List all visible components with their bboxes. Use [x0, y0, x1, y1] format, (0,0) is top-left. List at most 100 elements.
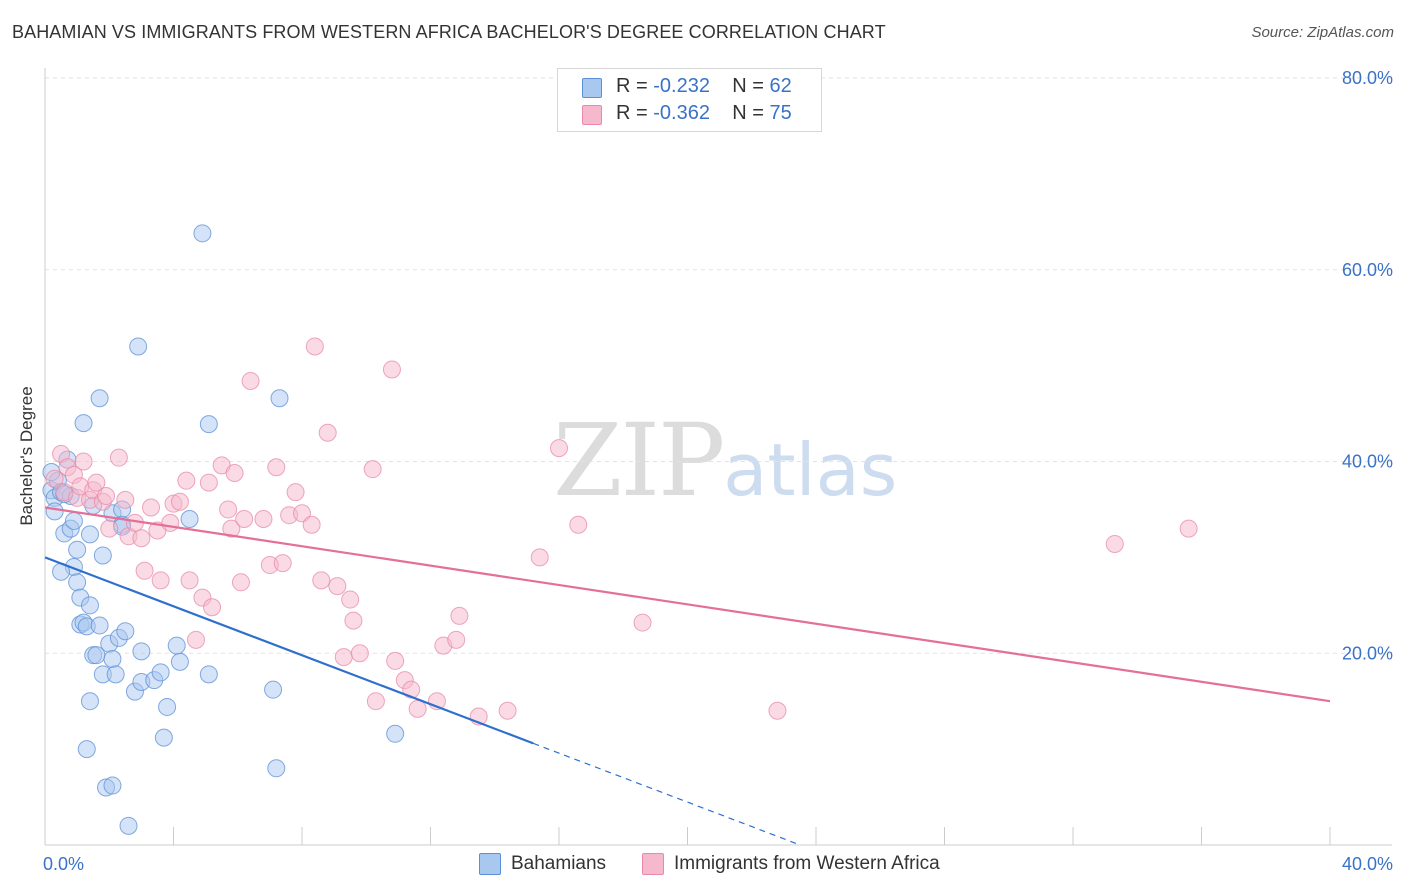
point-western-africa: [633, 613, 652, 632]
point-western-africa: [254, 510, 273, 529]
point-bahamian: [116, 622, 135, 641]
legend-n-value: 62: [769, 75, 792, 97]
point-western-africa: [241, 371, 260, 390]
chart-title: BAHAMIAN VS IMMIGRANTS FROM WESTERN AFRI…: [12, 22, 886, 42]
point-western-africa: [161, 513, 180, 532]
point-bahamian: [80, 692, 99, 711]
point-western-africa: [386, 651, 405, 670]
y-tick-label: 80.0%: [1342, 68, 1393, 88]
watermark-zip: ZIP: [553, 402, 725, 519]
x-tick-label: 0.0%: [43, 854, 84, 874]
point-western-africa: [87, 473, 106, 492]
legend-swatch-western-africa: [642, 853, 664, 875]
point-bahamian: [270, 389, 289, 408]
point-bahamian: [106, 665, 125, 684]
y-axis-label: Bachelor's Degree: [17, 386, 36, 526]
point-western-africa: [151, 571, 170, 590]
legend-swatch-bahamians: [582, 78, 602, 98]
point-western-africa: [293, 504, 311, 523]
tick-labels: 80.0% 60.0% 40.0% 20.0% 0.0% 40.0%: [43, 68, 1393, 874]
legend-r-value: -0.362: [653, 102, 710, 124]
legend-text: R = -0.232 N = 62: [616, 75, 792, 97]
legend-swatch-bahamians: [479, 853, 501, 875]
point-bahamian: [90, 389, 109, 408]
point-bahamian: [74, 414, 93, 433]
point-western-africa: [135, 561, 154, 580]
point-western-africa: [180, 571, 199, 590]
y-tick-label: 20.0%: [1342, 643, 1393, 663]
point-western-africa: [498, 701, 517, 720]
point-bahamian: [103, 776, 122, 795]
point-bahamian: [90, 616, 109, 635]
point-western-africa: [341, 590, 360, 609]
point-bahamian: [129, 337, 148, 356]
point-western-africa: [350, 644, 369, 663]
point-western-africa: [450, 606, 469, 625]
legend-text: R = -0.362 N = 75: [616, 102, 792, 124]
point-bahamian: [151, 663, 170, 682]
point-western-africa: [402, 680, 421, 699]
legend-label: Bahamians: [511, 853, 607, 874]
zipatlas-watermark: ZIPatlas: [553, 402, 897, 519]
point-western-africa: [318, 423, 337, 442]
point-western-africa: [312, 571, 331, 590]
point-bahamian: [199, 415, 218, 434]
correlation-legend: R = -0.232 N = 62 R = -0.362 N = 75: [557, 68, 822, 132]
trend-line-western-africa: [44, 506, 1331, 703]
grid-lines: [45, 77, 1392, 654]
point-western-africa: [235, 510, 254, 529]
y-tick-label: 40.0%: [1342, 452, 1393, 472]
trend-lines: [44, 506, 1331, 846]
point-bahamian: [132, 642, 151, 661]
point-western-africa: [363, 460, 382, 479]
point-western-africa: [1105, 534, 1124, 553]
point-western-africa: [366, 692, 385, 711]
point-bahamian: [68, 540, 87, 559]
point-bahamian: [80, 596, 99, 615]
point-bahamian: [154, 728, 173, 747]
point-western-africa: [768, 701, 787, 720]
point-western-africa: [382, 360, 401, 379]
point-bahamian: [170, 652, 189, 671]
point-bahamian: [68, 573, 87, 592]
legend-swatch-western-africa: [582, 105, 602, 125]
point-western-africa: [1179, 519, 1198, 538]
point-western-africa: [334, 648, 353, 667]
point-western-africa: [219, 500, 238, 519]
point-western-africa: [97, 487, 116, 506]
legend-label: Immigrants from Western Africa: [674, 853, 940, 874]
point-bahamian: [267, 759, 286, 778]
point-western-africa: [530, 548, 549, 567]
point-western-africa: [305, 337, 324, 356]
point-western-africa: [45, 469, 64, 488]
point-bahamian: [119, 816, 138, 835]
point-western-africa: [100, 519, 119, 538]
point-western-africa: [116, 490, 135, 509]
point-bahamian: [64, 511, 83, 530]
point-bahamian: [167, 636, 186, 655]
point-western-africa: [199, 473, 218, 492]
point-western-africa: [109, 448, 128, 467]
point-western-africa: [132, 529, 151, 548]
point-bahamian: [77, 740, 96, 759]
y-tick-label: 60.0%: [1342, 260, 1393, 280]
point-western-africa: [142, 498, 161, 517]
point-western-africa: [408, 699, 427, 718]
x-tick-label: 40.0%: [1342, 854, 1393, 874]
point-bahamian: [45, 502, 64, 521]
legend-r-value: -0.232: [653, 75, 710, 97]
point-bahamian: [199, 665, 218, 684]
point-western-africa: [273, 554, 292, 573]
data-points: [42, 224, 1198, 835]
point-western-africa: [344, 611, 363, 630]
point-bahamian: [80, 525, 99, 544]
point-western-africa: [267, 458, 286, 477]
point-western-africa: [286, 483, 305, 502]
point-western-africa: [170, 492, 189, 511]
trend-line-bahamians: [44, 556, 534, 745]
point-western-africa: [328, 577, 347, 596]
legend-n-value: 75: [769, 102, 792, 124]
watermark-atlas: atlas: [723, 428, 898, 512]
point-western-africa: [302, 515, 321, 534]
